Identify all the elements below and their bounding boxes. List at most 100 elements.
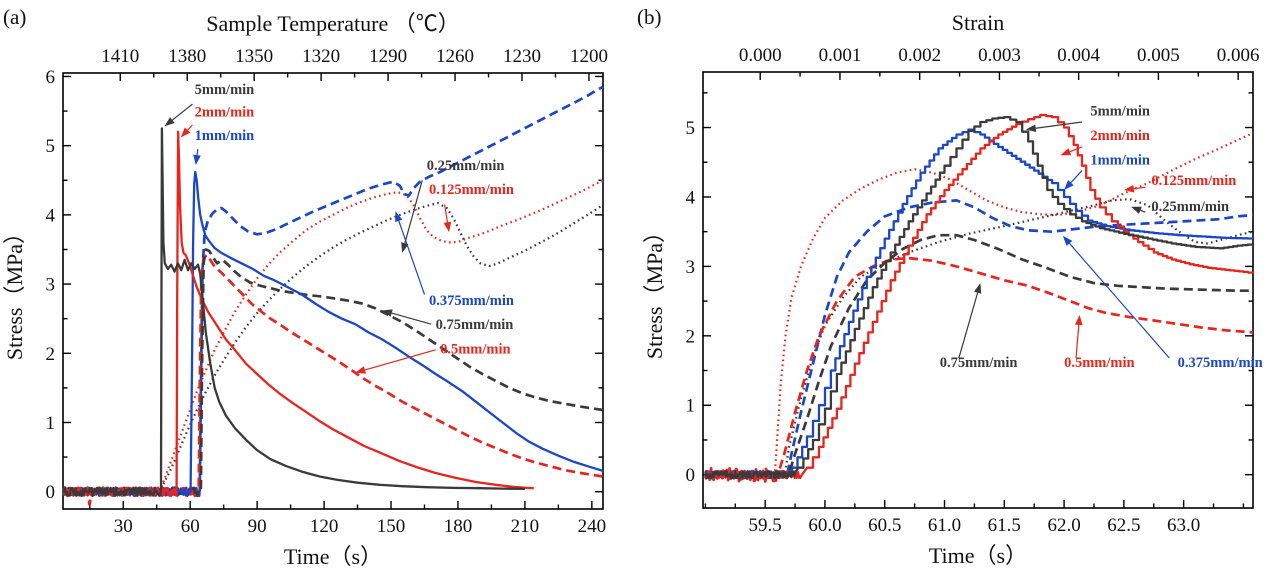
panel-a-y-tick-labels: 0 1 2 3 4 5 6: [46, 67, 56, 503]
svg-text:90: 90: [248, 516, 267, 537]
panel-b-annotation-0-5mm-min: 0.5mm/min: [1064, 314, 1135, 371]
svg-text:30: 30: [114, 516, 133, 537]
svg-text:1: 1: [46, 413, 56, 434]
panel-a-x-label: Time（s）: [284, 544, 382, 569]
annotation-arrow-line: [171, 103, 193, 121]
svg-text:3: 3: [686, 257, 696, 278]
svg-text:150: 150: [377, 516, 406, 537]
annotation-arrowhead: [395, 211, 403, 223]
panel-b-annotation-0-125mm-min: 0.125mm/min: [1123, 173, 1236, 193]
panel-b-plot-box: [702, 71, 1254, 509]
panel-a-y-label: Stress（MPa）: [2, 222, 27, 360]
panel-a-series-1mm-min: [62, 170, 604, 497]
panel-b-annotation-2mm-min: 2mm/min: [1060, 128, 1150, 156]
svg-text:59.5: 59.5: [749, 515, 782, 536]
panel-a-tag: (a): [3, 5, 27, 29]
svg-text:2: 2: [46, 344, 56, 365]
svg-text:0: 0: [686, 465, 696, 486]
panel-a-annotation-2mm-min: 2mm/min: [180, 105, 255, 138]
annotation-arrowhead: [1075, 314, 1083, 326]
annotation-label: 0.375mm/min: [429, 293, 514, 309]
svg-text:1410: 1410: [101, 46, 139, 67]
svg-text:180: 180: [444, 516, 473, 537]
annotation-arrowhead: [443, 221, 452, 233]
svg-text:60.0: 60.0: [808, 515, 841, 536]
panel-a: 30 60 90 120 150 180 210 240 0 1 2 3 4 5 6 1410 1380 1350…: [2, 11, 608, 569]
panel-a-series-0-5mm-min: [62, 253, 604, 506]
svg-text:60.5: 60.5: [868, 515, 901, 536]
panel-a-annotation-0-75mm-min: 0.75mm/min: [382, 309, 513, 333]
svg-text:1200: 1200: [570, 46, 608, 67]
panel-b-x-label: Time（s）: [929, 543, 1027, 568]
svg-text:0.002: 0.002: [898, 45, 941, 66]
svg-text:0.000: 0.000: [739, 45, 782, 66]
panel-b-annotation-5mm-min: 5mm/min: [1025, 104, 1150, 133]
svg-text:0: 0: [46, 482, 56, 503]
annotation-label: 2mm/min: [195, 105, 255, 121]
annotation-arrowhead: [355, 366, 366, 374]
annotation-arrow-line: [1070, 170, 1083, 184]
annotation-arrow-line: [196, 149, 199, 156]
annotation-arrow-line: [1035, 121, 1083, 129]
svg-text:61.5: 61.5: [988, 515, 1021, 536]
annotation-arrowhead: [164, 117, 175, 127]
annotation-arrowhead: [193, 154, 201, 166]
annotation-label: 0.75mm/min: [940, 355, 1018, 371]
annotation-arrow-line: [391, 312, 432, 325]
svg-text:1350: 1350: [235, 46, 273, 67]
annotation-arrowhead: [382, 309, 393, 317]
panel-b-x-tick-labels: 59.5 60.0 60.5 61.0 61.5 62.0 62.5 63.0: [749, 515, 1201, 536]
annotation-arrow-line: [364, 349, 436, 371]
panel-b-annotation-0-25mm-min: 0.25mm/min: [1131, 199, 1229, 215]
annotation-arrowhead: [973, 283, 982, 294]
svg-text:3: 3: [46, 275, 56, 296]
svg-text:240: 240: [578, 516, 607, 537]
svg-text:6: 6: [46, 67, 56, 88]
panel-a-top-tick-labels: 1410 1380 1350 1320 1290 1260 1230 1200: [101, 46, 608, 67]
annotation-arrow-line: [187, 124, 193, 131]
svg-text:1290: 1290: [369, 46, 407, 67]
panel-a-annotation-0-375mm-min: 0.375mm/min: [395, 211, 514, 309]
panel-a-top-title: Sample Temperature （℃）: [206, 11, 459, 36]
svg-text:210: 210: [511, 516, 540, 537]
annotation-arrow-line: [1133, 186, 1146, 190]
annotation-arrow-line: [1069, 242, 1170, 359]
annotation-label: 0.5mm/min: [440, 341, 510, 357]
panel-a-series-5mm-min: [62, 127, 525, 497]
svg-text:0.003: 0.003: [978, 45, 1021, 66]
panel-b-y-label: Stress（MPa）: [642, 221, 667, 359]
panel-b-top-axis: [759, 72, 1239, 80]
annotation-label: 0.125mm/min: [429, 182, 514, 198]
svg-text:63.0: 63.0: [1167, 515, 1200, 536]
annotation-arrow-line: [958, 292, 979, 359]
panel-b-series-5mm-min: [704, 115, 1255, 480]
annotation-arrowhead: [1060, 148, 1072, 156]
svg-text:1320: 1320: [302, 46, 340, 67]
svg-text:1230: 1230: [503, 46, 541, 67]
svg-text:0.001: 0.001: [819, 45, 862, 66]
annotation-label: 0.25mm/min: [1151, 199, 1229, 215]
panel-a-x-axis: [89, 501, 593, 509]
annotation-arrow-line: [404, 180, 423, 244]
annotation-arrowhead: [1123, 184, 1135, 193]
annotation-arrowhead: [1062, 235, 1073, 246]
panel-a-series-0-125mm-min: [63, 179, 604, 497]
panel-b-tag: (b): [637, 5, 662, 29]
annotation-arrow-line: [1075, 324, 1080, 359]
panel-b-y-axis: [703, 92, 1253, 476]
svg-text:2: 2: [686, 326, 696, 347]
panel-b-annotation-1mm-min: 1mm/min: [1064, 152, 1150, 191]
annotation-label: 0.125mm/min: [1151, 173, 1236, 189]
svg-text:1380: 1380: [168, 46, 206, 67]
panel-a-series-0-375mm-min: [62, 85, 604, 498]
svg-text:0.004: 0.004: [1057, 45, 1100, 66]
panel-b-top-title: Strain: [952, 10, 1005, 35]
svg-text:62.0: 62.0: [1047, 515, 1080, 536]
panel-b-top-tick-labels: 0.000 0.001 0.002 0.003 0.004 0.005 0.006: [739, 45, 1260, 66]
annotation-label: 5mm/min: [1090, 104, 1150, 120]
svg-text:1: 1: [686, 396, 696, 417]
panel-b-x-axis: [704, 500, 1245, 508]
panel-b-annotation-0-375mm-min: 0.375mm/min: [1062, 235, 1263, 371]
